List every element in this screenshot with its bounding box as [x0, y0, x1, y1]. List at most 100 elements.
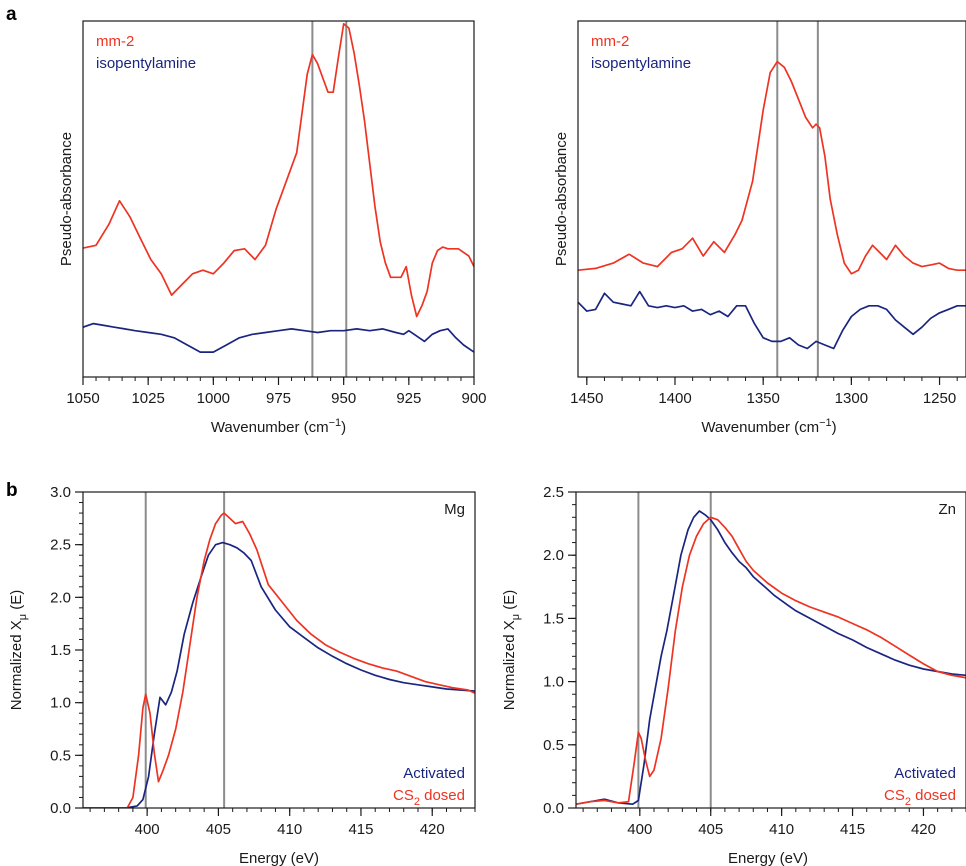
series-line-first [83, 22, 474, 318]
series-line-first [83, 541, 475, 808]
x-tick-label: 1300 [835, 390, 868, 407]
y-tick-label: 2.0 [543, 547, 564, 564]
y-axis-title-tail: (E) [8, 590, 25, 614]
x-axis-title: Wavenumber (cm−1) [701, 417, 836, 436]
legend-label-sub: 2 [905, 796, 911, 808]
ir-spectrum-chart-right: 1450 1400 1350 1300 1250 Wavenumber (cm−1) Pse… [553, 20, 966, 436]
x-axis-title-sup: −1 [819, 417, 832, 429]
series-line-first [576, 510, 966, 806]
x-tick-label: 925 [396, 390, 421, 407]
x-axis-title-text: Wavenumber (cm [701, 419, 819, 436]
x-axis-title: Wavenumber (cm−1) [211, 417, 346, 436]
legend-label: isopentylamine [96, 55, 196, 72]
y-axis-title-sub: μ [510, 614, 522, 620]
x-tick-label: 1400 [658, 390, 691, 407]
x-axis-title-text: Energy (eV) [728, 850, 808, 866]
x-tick-label: 415 [840, 821, 865, 838]
y-axis-title-sub: μ [17, 614, 29, 620]
y-tick-label: 0.0 [50, 800, 71, 817]
y-axis-title-text: Pseudo-absorbance [58, 132, 75, 266]
legend-entry: mm-2 [96, 33, 134, 50]
y-axis-title: Pseudo-absorbance [58, 132, 75, 266]
x-axis-title-sup: −1 [329, 417, 342, 429]
series-line-second [578, 290, 966, 350]
y-tick-label: 0.5 [543, 737, 564, 754]
x-axis-title-text: Wavenumber (cm [211, 419, 329, 436]
x-tick-label: 900 [461, 390, 486, 407]
legend-label-tail: dosed [420, 787, 465, 804]
y-axis-title-text: Normalized X [501, 620, 518, 710]
plot-frame [82, 20, 475, 378]
x-tick-label: 1025 [131, 390, 164, 407]
legend-label-sub: 2 [414, 796, 420, 808]
series-line-second [576, 516, 966, 806]
element-annotation: Zn [938, 501, 956, 518]
x-tick-label: 950 [331, 390, 356, 407]
x-tick-label: 410 [769, 821, 794, 838]
x-tick-label: 405 [206, 821, 231, 838]
x-tick-label: 400 [627, 821, 652, 838]
x-tick-label: 405 [698, 821, 723, 838]
x-tick-label: 975 [266, 390, 291, 407]
x-tick-label: 1350 [746, 390, 779, 407]
ir-spectrum-chart-left: 1050 1025 1000 975 950 925 900 Wavenumber (cm−1… [58, 20, 487, 436]
plot-area [578, 60, 966, 350]
x-axis-title-tail: ) [832, 419, 837, 436]
x-tick-label: 415 [348, 821, 373, 838]
y-axis-title-text: Normalized X [8, 620, 25, 710]
legend-label: mm-2 [591, 33, 629, 50]
legend-label: CS [393, 787, 414, 804]
y-axis-title-tail: (E) [501, 590, 518, 614]
y-axis-title: Normalized Xμ (E) [8, 590, 29, 711]
y-tick-label: 1.0 [50, 695, 71, 712]
plot-frame [82, 491, 476, 809]
y-axis-title: Normalized Xμ (E) [501, 590, 522, 711]
legend-label: mm-2 [96, 33, 134, 50]
legend-entry: Activated [894, 765, 956, 782]
legend-entry: CS2 dosed [393, 787, 465, 808]
x-tick-label: 1250 [923, 390, 956, 407]
legend-label-tail: dosed [911, 787, 956, 804]
y-tick-label: 3.0 [50, 484, 71, 501]
plot-area [576, 510, 966, 806]
legend: mm-2 isopentylamine [591, 33, 691, 72]
x-axis-title: Energy (eV) [239, 850, 319, 866]
legend-label: Activated [894, 765, 956, 782]
x-tick-label: 1050 [66, 390, 99, 407]
xanes-chart-mg: 400 405 410 415 420 0.0 0.5 1.0 1.5 2.0 2.5 3.0 Ener… [8, 484, 476, 866]
y-axis-title: Pseudo-absorbance [553, 132, 570, 266]
y-tick-label: 0.0 [543, 800, 564, 817]
x-tick-label: 1450 [570, 390, 603, 407]
y-tick-label: 1.0 [543, 674, 564, 691]
y-axis-title-text: Pseudo-absorbance [553, 132, 570, 266]
plot-frame [575, 491, 966, 809]
plot-frame [577, 20, 966, 378]
legend-label: CS [884, 787, 905, 804]
x-axis-title: Energy (eV) [728, 850, 808, 866]
series-line-second [83, 512, 475, 808]
legend-entry: CS2 dosed [884, 787, 956, 808]
x-tick-label: 410 [277, 821, 302, 838]
xanes-chart-zn: 400 405 410 415 420 0.0 0.5 1.0 1.5 2.0 2.5 Energy … [501, 484, 966, 866]
series-line-second [83, 322, 474, 353]
legend-entry: mm-2 [591, 33, 629, 50]
x-axis-title-tail: ) [341, 419, 346, 436]
legend-entry: isopentylamine [96, 55, 196, 72]
element-annotation: Mg [444, 501, 465, 518]
x-tick-label: 420 [420, 821, 445, 838]
y-tick-label: 0.5 [50, 747, 71, 764]
x-tick-label: 1000 [197, 390, 230, 407]
legend-label: isopentylamine [591, 55, 691, 72]
y-tick-label: 2.5 [543, 484, 564, 501]
legend-entry: isopentylamine [591, 55, 691, 72]
y-tick-label: 1.5 [543, 610, 564, 627]
legend: Activated CS2 dosed [884, 765, 956, 808]
x-tick-label: 400 [135, 821, 160, 838]
legend-label: Activated [403, 765, 465, 782]
x-tick-label: 420 [911, 821, 936, 838]
x-axis-title-text: Energy (eV) [239, 850, 319, 866]
panel-label-b: b [6, 480, 18, 501]
legend-entry: Activated [403, 765, 465, 782]
plot-area [83, 512, 475, 808]
